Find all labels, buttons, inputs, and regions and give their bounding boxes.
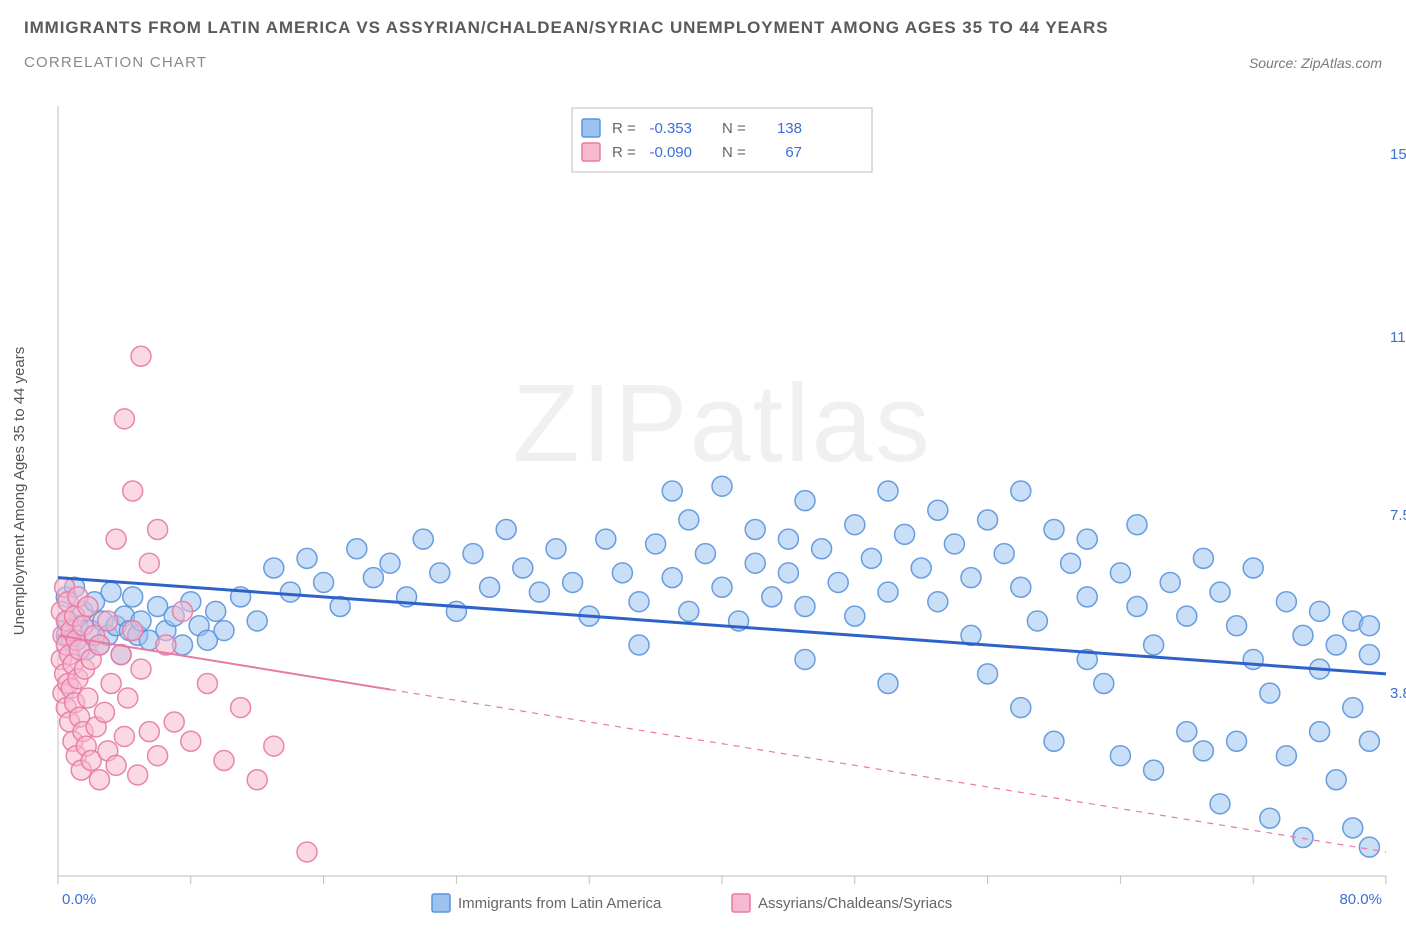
legend-correlation: R = -0.353 N = 138 R = -0.090 N = 67 [572, 108, 872, 172]
svg-text:N =: N = [722, 144, 746, 161]
svg-text:ZIPatlas: ZIPatlas [512, 362, 931, 485]
svg-text:15.0%: 15.0% [1390, 146, 1406, 163]
correlation-chart: 0.0% 80.0% 3.8% 7.5% 11.2% 15.0% Unemployment … [0, 96, 1406, 930]
source-label: Source: [1249, 55, 1297, 71]
svg-text:Unemployment Among Ages 35 to: Unemployment Among Ages 35 to 44 years [11, 347, 28, 636]
page-subtitle: CORRELATION CHART [24, 54, 207, 71]
svg-text:Immigrants from Latin America: Immigrants from Latin America [458, 895, 662, 912]
legend-series: Immigrants from Latin America Assyrians/C… [432, 894, 952, 912]
svg-text:138: 138 [777, 120, 802, 137]
svg-text:11.2%: 11.2% [1390, 329, 1406, 346]
source-value: ZipAtlas.com [1301, 55, 1382, 71]
svg-text:0.0%: 0.0% [62, 891, 96, 908]
svg-text:R =: R = [612, 144, 636, 161]
svg-text:-0.353: -0.353 [649, 120, 692, 137]
svg-text:3.8%: 3.8% [1390, 685, 1406, 702]
page-title: IMMIGRANTS FROM LATIN AMERICA VS ASSYRIA… [24, 18, 1382, 38]
chart-svg: 0.0% 80.0% 3.8% 7.5% 11.2% 15.0% Unemployment … [0, 96, 1406, 930]
svg-text:Assyrians/Chaldeans/Syriacs: Assyrians/Chaldeans/Syriacs [758, 895, 952, 912]
svg-text:N =: N = [722, 120, 746, 137]
svg-text:7.5%: 7.5% [1390, 507, 1406, 524]
svg-text:-0.090: -0.090 [649, 144, 692, 161]
series-assyrians-chaldeans-syriacs [51, 346, 317, 862]
svg-text:80.0%: 80.0% [1339, 891, 1382, 908]
source-attribution: Source: ZipAtlas.com [1249, 55, 1382, 71]
svg-text:R =: R = [612, 120, 636, 137]
svg-text:67: 67 [785, 144, 802, 161]
